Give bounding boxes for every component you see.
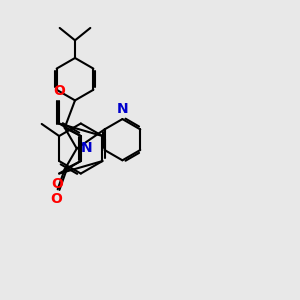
Text: N: N [117,102,129,116]
Text: O: O [53,84,65,98]
Text: O: O [52,177,64,191]
Text: O: O [50,192,62,206]
Text: N: N [81,141,92,155]
